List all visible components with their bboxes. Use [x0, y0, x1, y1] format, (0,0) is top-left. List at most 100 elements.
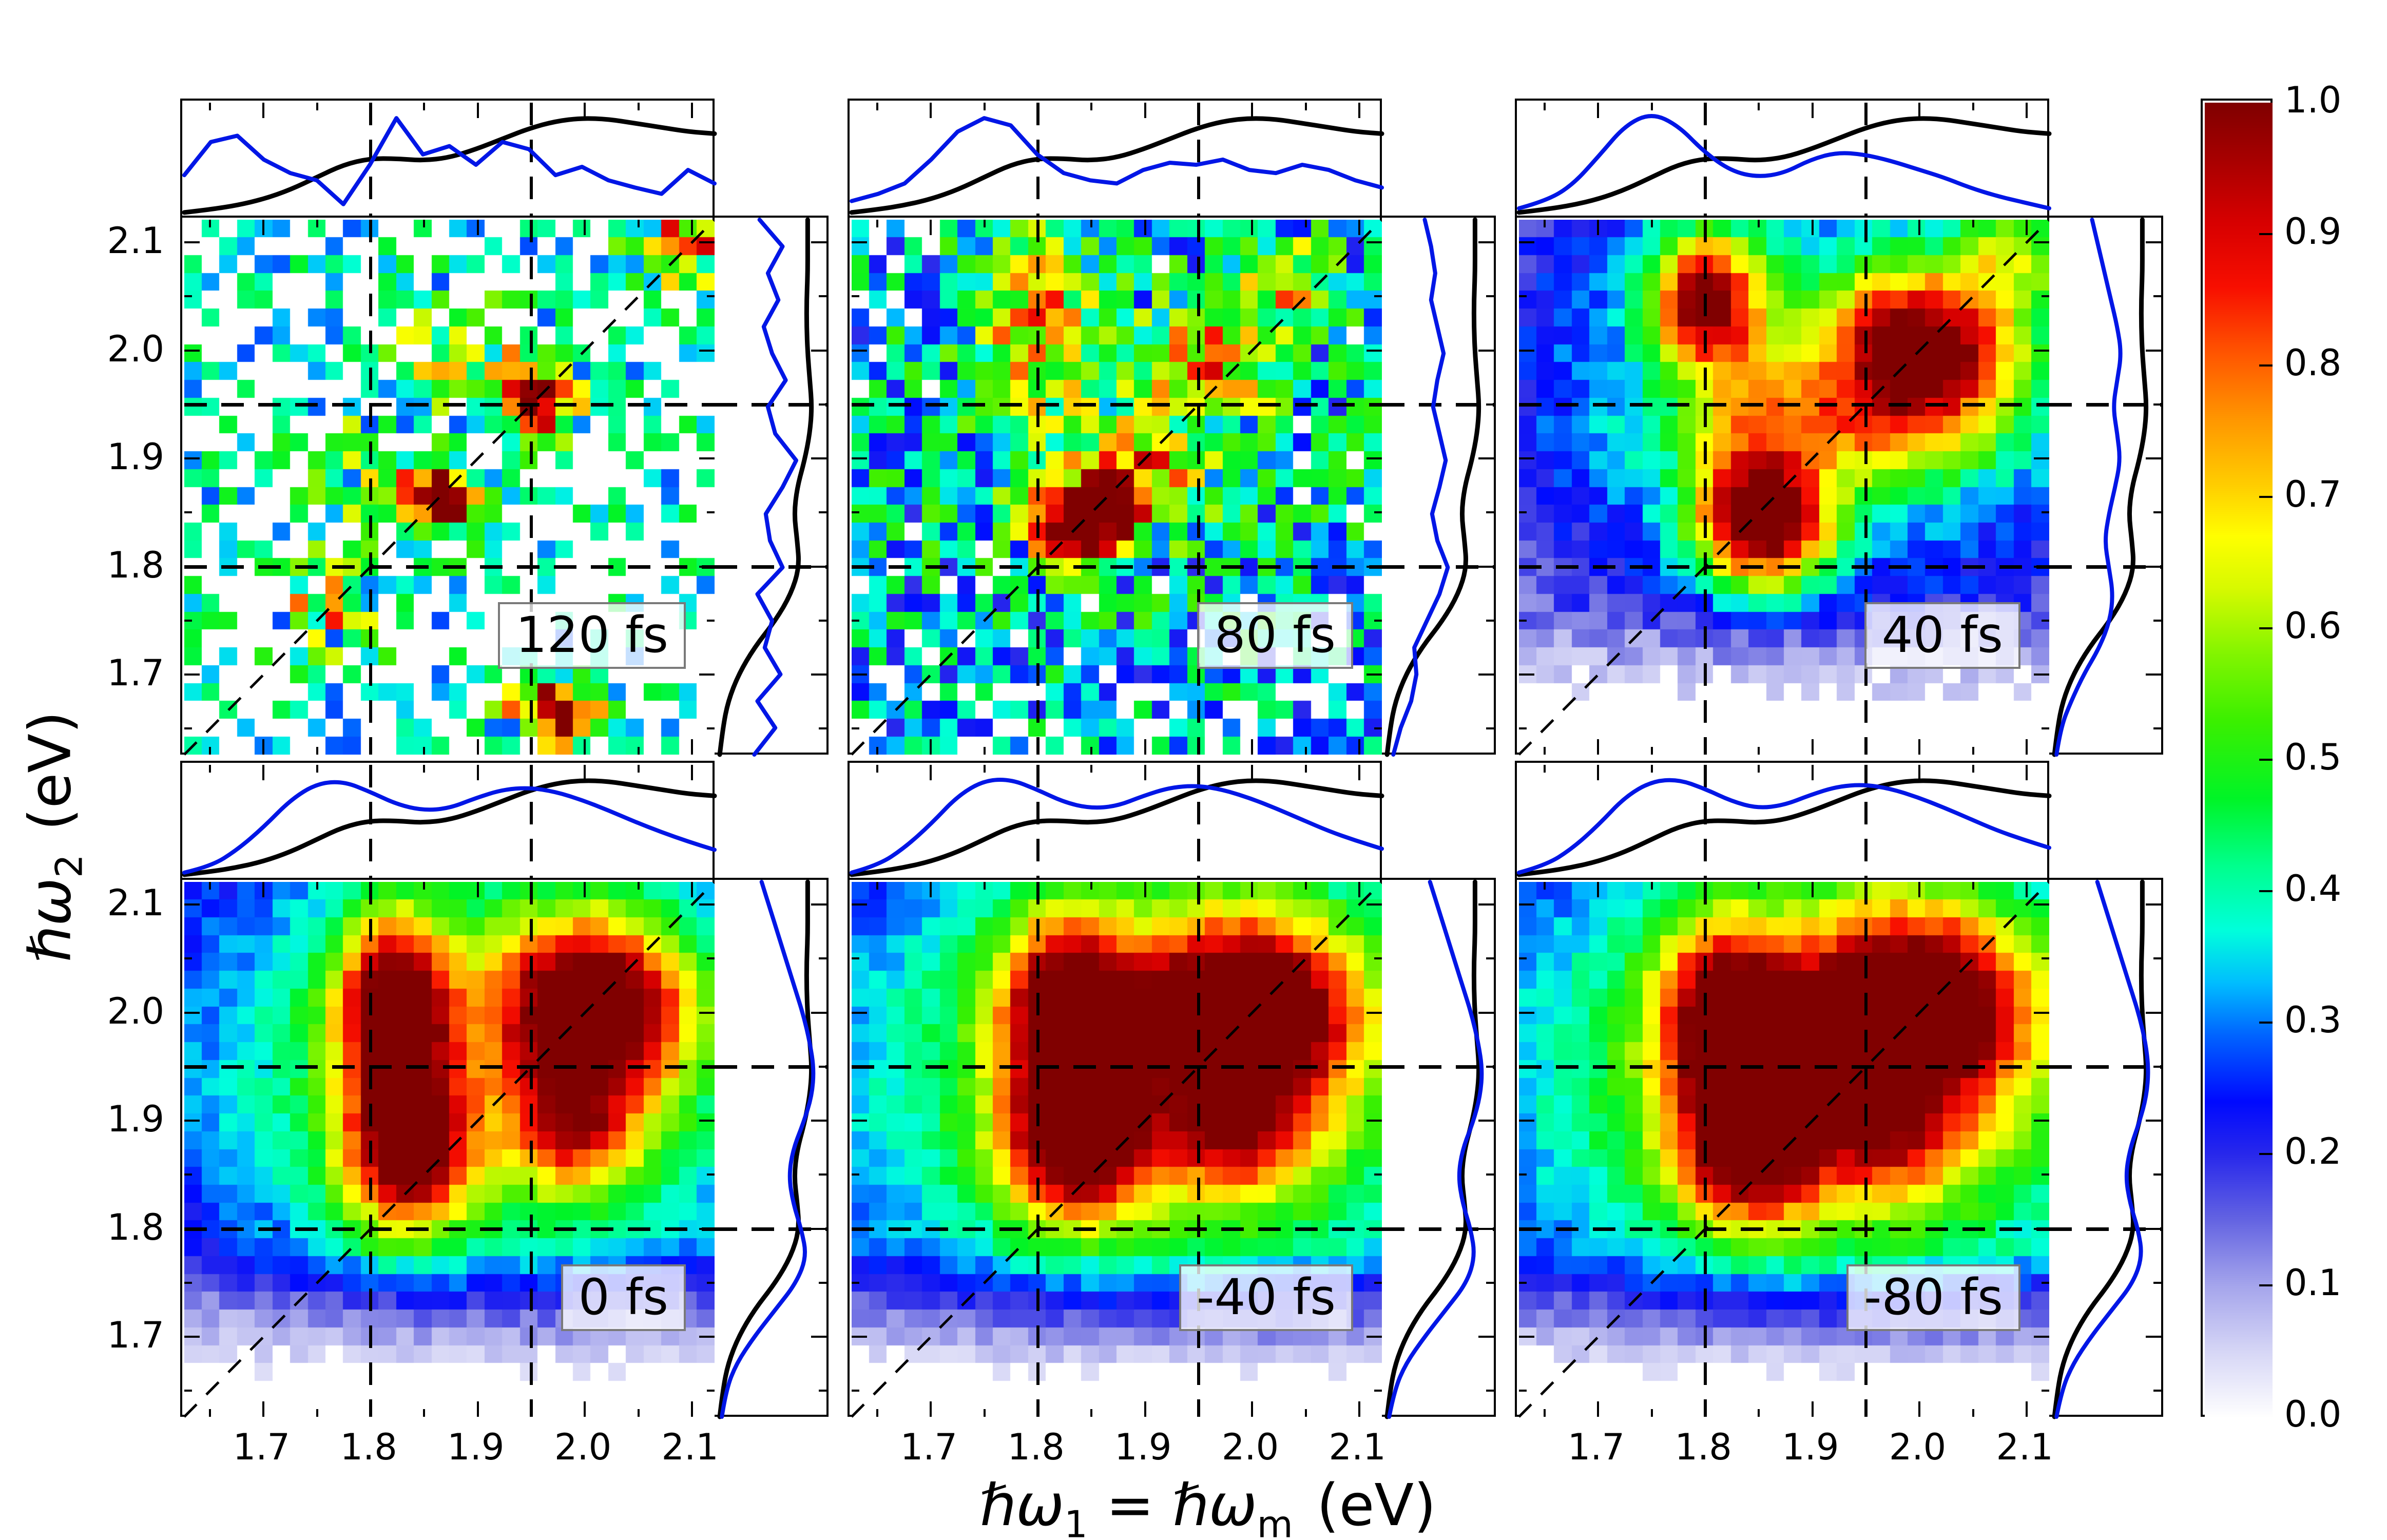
y-axis-label: ℏω2(eV) — [17, 711, 90, 962]
y-tick-label: 2.0 — [107, 990, 164, 1032]
y-minor-tick — [2153, 957, 2161, 960]
y-major-tick — [184, 241, 200, 244]
x-major-tick — [930, 765, 932, 780]
projection-curve-horizontal — [1517, 114, 2051, 210]
dashed-horizontal-line — [184, 402, 715, 407]
x-minor-tick — [1090, 882, 1093, 890]
y-minor-tick — [1486, 957, 1494, 960]
dashed-vertical-line — [1036, 882, 1040, 1417]
diagonal-dashed-line — [1518, 881, 2050, 1418]
y-major-tick — [2034, 349, 2049, 352]
x-major-tick — [1358, 739, 1361, 755]
x-minor-tick — [983, 882, 986, 890]
top-marginal-curves — [849, 116, 1384, 215]
projection-curve-vertical — [720, 880, 816, 1419]
x-minor-tick — [1304, 765, 1307, 773]
x-minor-tick — [1090, 1409, 1093, 1417]
y-major-tick — [1366, 349, 1382, 352]
y-minor-tick — [1374, 403, 1382, 406]
panel-minus40fs: -40 fs — [848, 761, 1496, 1419]
y-major-tick — [1519, 1120, 1534, 1122]
x-major-tick — [584, 1401, 586, 1417]
y-major-tick — [184, 673, 200, 676]
y-major-tick — [2146, 349, 2161, 352]
heatmap-axes: -80 fs — [1515, 878, 2050, 1418]
y-minor-tick — [184, 1281, 192, 1284]
y-major-tick — [852, 1336, 867, 1338]
y-minor-tick — [707, 727, 715, 730]
y-major-tick — [852, 673, 867, 676]
x-major-tick — [584, 765, 586, 780]
x-minor-tick — [316, 103, 318, 110]
top-marginal-plot — [848, 761, 1384, 880]
x-axis-unit: (eV) — [1316, 1472, 1436, 1539]
x-major-tick — [691, 220, 694, 235]
y-major-tick — [1519, 349, 1534, 352]
x-minor-tick — [983, 103, 986, 110]
dashed-horizontal-line — [852, 565, 1382, 569]
colorbar-tick-label: 0.4 — [2284, 868, 2342, 910]
y-major-tick — [184, 349, 200, 352]
y-major-tick — [1519, 903, 1534, 906]
y-minor-tick — [819, 295, 826, 298]
x-minor-tick — [876, 103, 879, 110]
y-major-tick — [2034, 903, 2049, 906]
y-minor-tick — [1374, 1065, 1382, 1068]
heatmap-axes: 0 fs — [180, 878, 716, 1418]
x-major-tick — [1811, 882, 1814, 897]
top-marginal-plot — [848, 99, 1384, 218]
x-minor-tick — [1198, 882, 1200, 890]
x-major-tick — [262, 220, 265, 235]
y-minor-tick — [707, 619, 715, 622]
dashed-vertical-line — [1864, 882, 1868, 1417]
colorbar-tick-label: 0.5 — [2284, 736, 2342, 778]
colorbar-tick — [2259, 364, 2273, 367]
y-major-tick — [811, 1336, 826, 1338]
dashed-horizontal-line — [184, 1227, 715, 1231]
x-minor-tick — [983, 220, 986, 227]
x-major-tick — [1597, 882, 1600, 897]
y-minor-tick — [1519, 403, 1527, 406]
y-major-tick — [2034, 565, 2049, 568]
x-major-tick — [584, 882, 586, 897]
diagonal-line-svg — [183, 881, 716, 1418]
x-major-tick — [1704, 1401, 1707, 1417]
y-minor-tick — [852, 1065, 859, 1068]
colorbar-tick — [2259, 890, 2273, 892]
y-minor-tick — [184, 1173, 192, 1176]
x-minor-tick — [1972, 220, 1974, 227]
y-tick-label: 1.9 — [107, 1098, 164, 1141]
colorbar-tick-label: 0.1 — [2284, 1262, 2342, 1304]
x-minor-tick — [1865, 220, 1868, 227]
projection-curve-vertical — [1391, 218, 1450, 757]
x-major-tick — [1704, 765, 1707, 780]
x-major-tick — [476, 220, 479, 235]
y-minor-tick — [184, 1390, 192, 1392]
projection-curve-horizontal — [182, 116, 717, 206]
x-major-tick — [691, 765, 694, 780]
y-tick-label: 1.8 — [107, 544, 164, 586]
colorbar-tick — [2259, 233, 2273, 235]
x-minor-tick — [1198, 220, 1200, 227]
y-minor-tick — [2153, 1390, 2161, 1392]
y-major-tick — [699, 457, 715, 460]
x-major-tick — [476, 765, 479, 780]
x-major-tick — [1037, 220, 1040, 235]
x-minor-tick — [1090, 220, 1093, 227]
x-minor-tick — [637, 882, 640, 890]
y-minor-tick — [1519, 511, 1527, 514]
x-minor-tick — [423, 882, 426, 890]
colorbar-tick — [2259, 1153, 2273, 1155]
x-major-tick — [584, 220, 586, 235]
y-minor-tick — [707, 1173, 715, 1176]
x-minor-tick — [423, 103, 426, 110]
y-minor-tick — [852, 1390, 859, 1392]
y-minor-tick — [852, 295, 859, 298]
y-major-tick — [2146, 1336, 2161, 1338]
x-major-tick — [1597, 103, 1600, 118]
x-minor-tick — [876, 220, 879, 227]
y-minor-tick — [2153, 1065, 2161, 1068]
dashed-horizontal-line — [715, 1065, 826, 1069]
x-major-tick — [1037, 882, 1040, 897]
x-minor-tick — [1865, 747, 1868, 755]
